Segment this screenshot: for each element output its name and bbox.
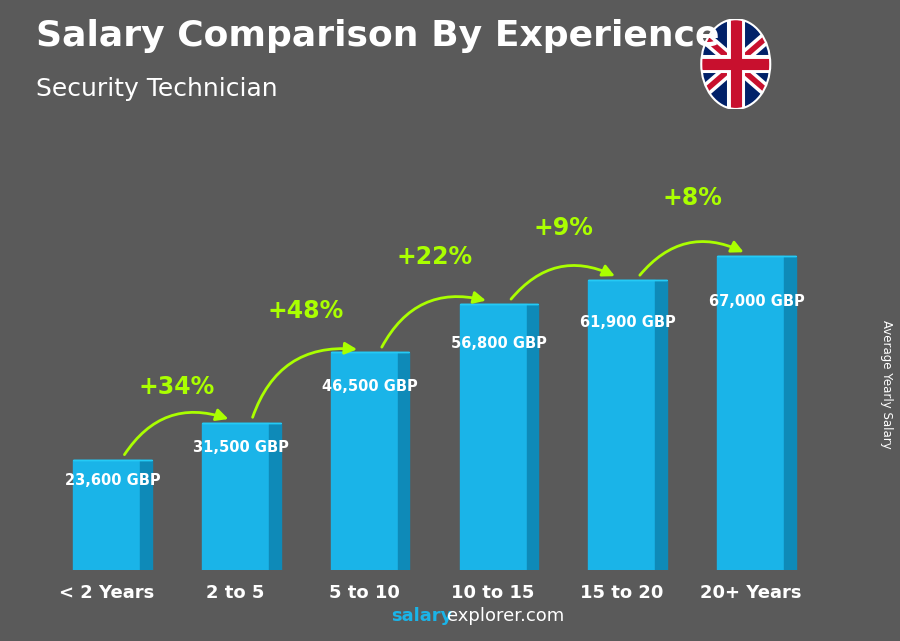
Text: Salary Comparison By Experience: Salary Comparison By Experience: [36, 19, 719, 53]
Polygon shape: [269, 423, 281, 570]
Text: +48%: +48%: [267, 299, 344, 323]
Bar: [460, 304, 526, 570]
Text: +8%: +8%: [662, 187, 722, 210]
Bar: [717, 256, 784, 570]
Text: 31,500 GBP: 31,500 GBP: [194, 440, 289, 456]
Text: explorer.com: explorer.com: [447, 607, 564, 625]
Bar: [589, 280, 655, 570]
Text: 67,000 GBP: 67,000 GBP: [708, 294, 805, 309]
Bar: [331, 353, 398, 570]
Text: Average Yearly Salary: Average Yearly Salary: [880, 320, 893, 449]
Polygon shape: [655, 280, 667, 570]
Polygon shape: [140, 460, 152, 570]
Bar: [73, 460, 140, 570]
Text: +9%: +9%: [534, 216, 593, 240]
Text: Security Technician: Security Technician: [36, 77, 277, 101]
Text: +22%: +22%: [397, 246, 472, 269]
Bar: [202, 423, 269, 570]
Text: +34%: +34%: [139, 375, 215, 399]
Text: 61,900 GBP: 61,900 GBP: [580, 315, 676, 330]
Text: 46,500 GBP: 46,500 GBP: [322, 379, 418, 394]
Text: 56,800 GBP: 56,800 GBP: [451, 336, 547, 351]
Polygon shape: [398, 353, 410, 570]
Text: salary: salary: [392, 607, 453, 625]
Polygon shape: [784, 256, 796, 570]
Text: 23,600 GBP: 23,600 GBP: [65, 473, 160, 488]
Polygon shape: [526, 304, 538, 570]
